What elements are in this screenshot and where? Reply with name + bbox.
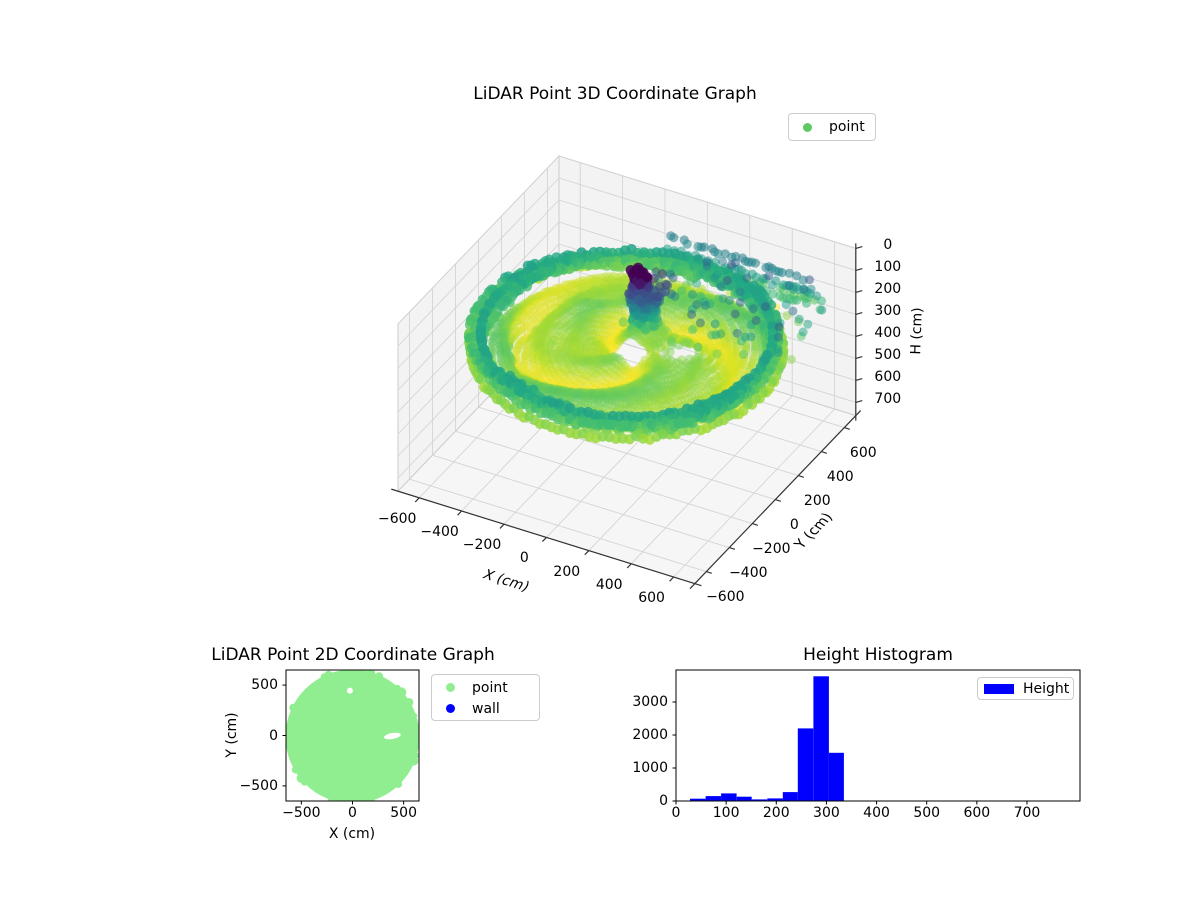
plot2d-axes xyxy=(282,669,420,805)
tick-label: 300 xyxy=(874,303,902,320)
hist-legend[interactable]: Height xyxy=(977,677,1074,700)
plot2d-ylabel: Y (cm) xyxy=(224,712,240,758)
plot3d-zlabel: H (cm) xyxy=(908,307,926,355)
tick-label: 100 xyxy=(874,259,902,276)
wall-legend-marker-icon xyxy=(446,704,455,713)
point-legend-marker-icon xyxy=(803,122,812,132)
tick-label: 100 xyxy=(712,805,740,821)
tick-label: 300 xyxy=(813,805,840,821)
legend-item-point: point xyxy=(432,677,539,698)
tick-label: 0 xyxy=(659,793,668,809)
tick-label: 500 xyxy=(251,677,278,694)
tick-label: 700 xyxy=(1013,805,1041,821)
hist-axes xyxy=(672,669,1081,805)
plot3d-title: LiDAR Point 3D Coordinate Graph xyxy=(473,84,757,104)
tick-label: 600 xyxy=(638,590,665,606)
tick-label: 500 xyxy=(390,805,418,821)
legend-label-wall: wall xyxy=(472,700,500,717)
scatter2d-points xyxy=(286,670,419,801)
tick-label: 1000 xyxy=(632,760,668,776)
plot3d-legend-label: point xyxy=(829,119,865,135)
legend-item-wall: wall xyxy=(432,698,539,719)
tick-label: 200 xyxy=(803,492,831,509)
tick-label: 400 xyxy=(863,805,890,821)
tick-label: 3000 xyxy=(632,694,668,710)
tick-label: 600 xyxy=(963,805,991,821)
plot2d-title: LiDAR Point 2D Coordinate Graph xyxy=(211,645,495,665)
tick-label: 2000 xyxy=(632,727,668,743)
tick-label: 400 xyxy=(595,576,623,593)
tick-label: 0 xyxy=(348,805,357,821)
tick-label: 500 xyxy=(913,805,941,821)
tick-label: −200 xyxy=(462,537,502,554)
hist-title: Height Histogram xyxy=(803,645,953,665)
plot3d-scene xyxy=(391,154,863,590)
tick-label: 200 xyxy=(762,805,790,821)
point-legend-marker-icon xyxy=(446,683,455,692)
tick-label: −400 xyxy=(729,564,768,581)
tick-label: −400 xyxy=(420,524,459,540)
scatter3d-points xyxy=(463,231,827,445)
height-legend-patch-icon xyxy=(984,683,1014,694)
hist-bars xyxy=(690,676,844,801)
tick-label: 400 xyxy=(874,325,902,342)
tick-label: 200 xyxy=(553,563,581,580)
tick-label: 0 xyxy=(789,516,799,533)
tick-label: 0 xyxy=(269,727,278,744)
plot3d-legend[interactable]: point xyxy=(788,113,876,141)
plot2d-xlabel: X (cm) xyxy=(328,826,376,842)
legend-label-point: point xyxy=(472,679,508,696)
tick-label: 600 xyxy=(849,444,877,461)
tick-label: 500 xyxy=(874,347,902,364)
tick-label: −600 xyxy=(377,510,417,527)
tick-label: 700 xyxy=(874,391,902,408)
tick-label: −500 xyxy=(239,777,278,794)
tick-label: −200 xyxy=(752,540,791,557)
plot3d-axes xyxy=(391,243,863,590)
tick-label: 600 xyxy=(874,369,902,386)
tick-label: 200 xyxy=(874,281,902,298)
tick-label: 0 xyxy=(671,805,681,821)
plot2d-legend[interactable]: point wall xyxy=(431,674,540,721)
tick-label: −500 xyxy=(282,805,321,821)
tick-label: 400 xyxy=(826,468,854,485)
hist-legend-label: Height xyxy=(1023,680,1070,697)
tick-label: 0 xyxy=(519,550,529,567)
tick-label: 0 xyxy=(883,237,893,254)
tick-label: −600 xyxy=(706,588,745,605)
